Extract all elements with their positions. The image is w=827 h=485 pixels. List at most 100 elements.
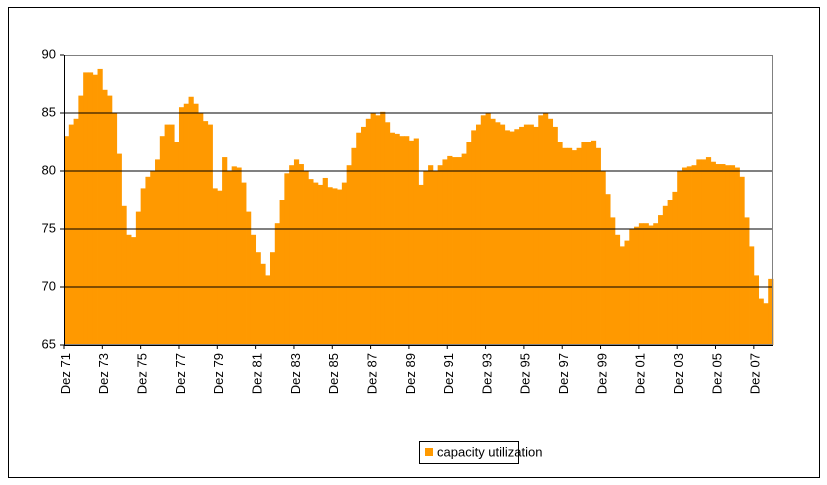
- y-tick-label: 75: [42, 220, 56, 235]
- bar: [758, 298, 764, 345]
- bar: [92, 74, 98, 345]
- bar: [744, 217, 750, 345]
- bar: [595, 147, 601, 345]
- x-tick-label: Dez 75: [134, 353, 149, 394]
- legend-swatch: [425, 448, 433, 456]
- bar: [140, 188, 146, 345]
- x-tick-label: Dez 07: [748, 353, 763, 394]
- bar: [705, 157, 712, 345]
- bar: [432, 171, 439, 345]
- bar: [346, 165, 352, 345]
- bar: [303, 171, 309, 345]
- bar: [567, 147, 573, 345]
- x-tick-label: Dez 77: [173, 353, 188, 394]
- legend-label: capacity utilization: [437, 444, 543, 459]
- x-tick-label: Dez 05: [709, 353, 724, 394]
- bar: [437, 165, 443, 345]
- bar: [466, 142, 472, 345]
- bar: [145, 176, 151, 345]
- bar: [576, 147, 582, 345]
- bar: [538, 115, 544, 345]
- bar: [375, 115, 381, 345]
- bar: [73, 118, 79, 345]
- bar: [519, 126, 525, 345]
- bar: [193, 103, 199, 345]
- y-tick-label: 80: [42, 162, 56, 177]
- bar: [107, 95, 113, 345]
- y-tick-label: 90: [42, 46, 56, 61]
- bar: [725, 165, 731, 345]
- bar: [480, 115, 486, 345]
- bar: [317, 184, 324, 345]
- bar: [749, 246, 755, 345]
- bar: [763, 303, 769, 345]
- bar: [523, 124, 530, 345]
- bar: [710, 161, 716, 345]
- bar: [361, 126, 367, 345]
- bar: [116, 153, 122, 345]
- bar: [605, 194, 611, 345]
- bar: [159, 136, 166, 345]
- bar: [753, 275, 760, 345]
- bar: [308, 179, 314, 345]
- bar: [135, 211, 142, 345]
- bar: [356, 132, 362, 345]
- bar: [150, 171, 156, 345]
- bar: [686, 166, 692, 345]
- bar: [260, 263, 266, 345]
- bar: [327, 187, 333, 345]
- bar: [178, 107, 185, 345]
- bar: [413, 138, 419, 345]
- bar: [490, 118, 496, 345]
- bar: [298, 164, 304, 345]
- bar: [552, 126, 558, 345]
- bar: [284, 173, 290, 345]
- bar: [174, 142, 180, 345]
- bar: [97, 68, 103, 346]
- legend: [419, 441, 519, 464]
- bar: [365, 118, 371, 345]
- bar: [394, 133, 400, 345]
- bar: [408, 140, 415, 345]
- bar: [667, 200, 673, 345]
- x-tick-label: Dez 81: [249, 353, 264, 394]
- bar: [423, 171, 429, 345]
- bar: [739, 176, 745, 345]
- bar: [87, 72, 94, 346]
- bar: [729, 165, 736, 345]
- bar: [68, 124, 74, 345]
- bar: [562, 147, 568, 345]
- bar: [322, 177, 328, 345]
- bar: [332, 188, 338, 345]
- bar: [677, 171, 683, 345]
- bar: [404, 136, 410, 345]
- bar: [236, 167, 242, 345]
- bar: [428, 165, 434, 345]
- bar: [715, 164, 721, 345]
- x-tick-label: Dez 83: [288, 353, 303, 394]
- bar: [164, 124, 170, 345]
- bar: [231, 166, 237, 345]
- x-tick-label: Dez 87: [364, 353, 379, 394]
- bar: [696, 159, 702, 345]
- bar: [274, 223, 280, 345]
- bar: [241, 182, 247, 345]
- bar: [509, 131, 515, 345]
- bar: [131, 237, 137, 345]
- bar: [658, 215, 664, 345]
- bar: [471, 130, 477, 345]
- y-tick-label: 70: [42, 278, 56, 293]
- bar: [279, 200, 285, 345]
- bar: [384, 122, 391, 345]
- bar: [452, 157, 458, 345]
- bar: [495, 122, 501, 345]
- bar: [643, 223, 649, 345]
- bar: [121, 205, 127, 345]
- bar: [681, 167, 688, 345]
- bar: [269, 252, 276, 345]
- x-tick-label: Dez 03: [671, 353, 686, 394]
- bar: [207, 124, 213, 345]
- bar: [293, 159, 300, 345]
- bar: [202, 121, 209, 346]
- x-tick-label: Dez 71: [58, 353, 73, 394]
